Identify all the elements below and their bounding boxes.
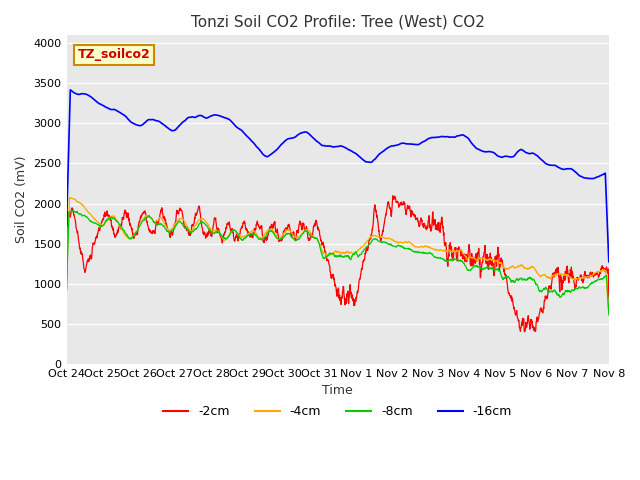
X-axis label: Time: Time [323, 384, 353, 397]
Y-axis label: Soil CO2 (mV): Soil CO2 (mV) [15, 156, 28, 243]
Text: TZ_soilco2: TZ_soilco2 [77, 48, 150, 61]
Legend: -2cm, -4cm, -8cm, -16cm: -2cm, -4cm, -8cm, -16cm [158, 400, 517, 423]
Title: Tonzi Soil CO2 Profile: Tree (West) CO2: Tonzi Soil CO2 Profile: Tree (West) CO2 [191, 15, 484, 30]
